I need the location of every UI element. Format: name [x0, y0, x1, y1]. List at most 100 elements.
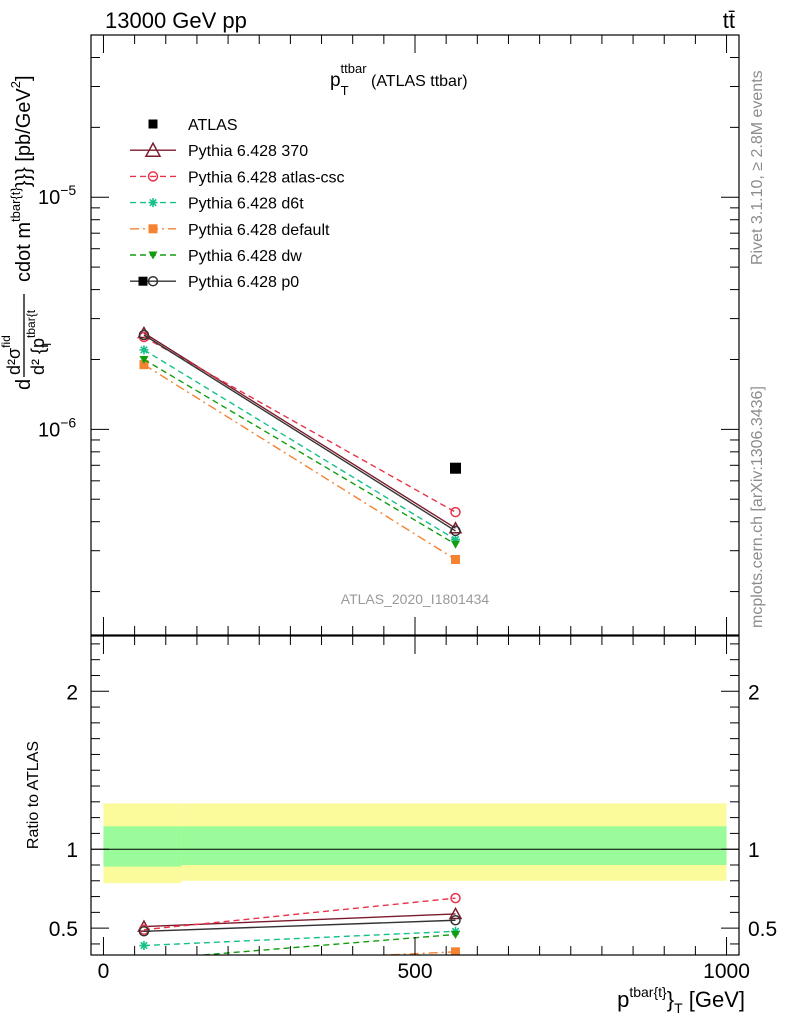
ratio-line-4	[193, 933, 456, 955]
ratio-point-0-1	[448, 906, 463, 920]
ratio-point-5-1	[450, 915, 461, 926]
x-axis-label: ptbar{t}}T [GeV]	[617, 984, 745, 1016]
ylabel-rest-2: }}} [pb/GeV	[13, 88, 35, 188]
main-series-6	[138, 329, 461, 537]
ratio-point-5-0	[138, 926, 150, 937]
ratio-point-3-1	[451, 947, 460, 955]
ratio-line-5	[143, 919, 456, 933]
ratio-line-1	[143, 897, 456, 931]
main-point-0-0	[450, 462, 461, 474]
ratio-series-5	[138, 915, 461, 937]
main-series-5	[139, 355, 460, 549]
ratio-axis-ticks: 0.5 0.5 1 1 2 2 0 500 1000	[49, 636, 777, 983]
ratio-panel: 0.5 0.5 1 1 2 2 0 500 1000 Ratio to ATLAS ptbar{…	[25, 635, 777, 1016]
title-rest: (ATLAS ttbar)	[367, 73, 468, 90]
ratio-point-2-0	[139, 941, 149, 951]
uncertainty-bands	[103, 803, 727, 884]
ylabel-den-sup: tbar{t	[24, 309, 38, 338]
legend-entry-0: ATLAS	[148, 117, 238, 134]
main-series-4	[139, 360, 460, 564]
legend-label-3: Pythia 6.428 d6t	[188, 196, 304, 213]
legend-label-1: Pythia 6.428 370	[188, 143, 308, 160]
legend-marker-4	[148, 224, 158, 234]
ratio-series-1	[138, 892, 461, 935]
legend-marker-2	[147, 171, 159, 182]
legend-marker-6-b	[147, 275, 159, 287]
main-point-4-0	[139, 360, 149, 370]
legend-entry-5: Pythia 6.428 dw	[130, 248, 302, 265]
legend: ATLAS Pythia 6.428 370 Pythia 6.428 atlas-…	[130, 117, 345, 291]
ylabel-num-sup: fid	[0, 335, 13, 348]
main-point-3-1	[451, 535, 460, 545]
legend-label-4: Pythia 6.428 default	[188, 222, 330, 239]
ylabel-den: d² {p	[28, 338, 48, 375]
ratio-ytick-label-left-0: 0.5	[49, 918, 78, 941]
main-point-6-1	[450, 525, 461, 537]
ylabel-numerator: d²σfid	[0, 335, 24, 375]
mcplots-label: mcplots.cern.ch [arXiv:1306.3436]	[749, 386, 766, 628]
ratio-line-0	[143, 913, 456, 928]
main-line-5	[143, 358, 456, 545]
ratio-point-4-0	[139, 956, 148, 964]
ratio-line-2	[143, 930, 456, 947]
ratio-y-axis-label: Ratio to ATLAS	[25, 741, 42, 849]
main-line-2	[143, 336, 456, 513]
ylabel-den-sub: T	[40, 340, 54, 348]
main-point-3-0	[139, 345, 149, 355]
ratio-ytick-label-left-2: 2	[66, 681, 78, 704]
ylabel-num: d²σ	[4, 348, 24, 375]
ratio-point-4-1	[451, 930, 460, 939]
ylabel-d: d	[13, 379, 35, 390]
legend-marker-6-a	[138, 276, 148, 286]
main-point-5-1	[451, 540, 460, 549]
ratio-point-3-0	[139, 962, 148, 971]
ylabel-unit-close: ]	[13, 75, 35, 81]
title-sup: ttbar	[341, 61, 368, 76]
main-line-3	[143, 349, 456, 541]
main-line-6	[143, 334, 456, 532]
legend-entry-4: Pythia 6.428 default	[130, 222, 330, 239]
ratio-ytick-label-right-2: 2	[748, 681, 760, 704]
main-axis-ticks: 10−5 10−6	[38, 34, 739, 635]
xlabel-unit: [GeV]	[683, 987, 745, 1012]
energy-label: 13000 GeV pp	[105, 8, 247, 33]
ylabel-denominator: d² {ptbar{tT	[24, 309, 54, 375]
main-point-6-0	[138, 329, 150, 341]
legend-marker-1	[144, 141, 162, 157]
ratio-point-1-1	[450, 892, 461, 904]
legend-label-0: ATLAS	[188, 117, 238, 134]
main-line-4	[143, 364, 456, 561]
xlabel-main: p	[617, 987, 629, 1012]
legend-entry-2: Pythia 6.428 atlas-csc	[130, 169, 345, 186]
legend-label-5: Pythia 6.428 dw	[188, 248, 302, 265]
ratio-series-3	[139, 947, 460, 971]
xlabel-sub: T	[674, 1000, 683, 1016]
ratio-ytick-label-left-1: 1	[66, 839, 78, 862]
ylabel-rest-sup: tbar{t}	[8, 187, 23, 222]
xlabel-close: }	[667, 987, 674, 1012]
xlabel-sup: tbar{t}	[629, 984, 667, 1000]
process-label: tt̄	[723, 8, 735, 33]
main-series-3	[139, 345, 460, 545]
ratio-ytick-label-right-1: 1	[748, 839, 760, 862]
main-line-1	[143, 332, 456, 529]
band-green-0	[103, 826, 182, 867]
legend-marker-5	[148, 251, 158, 260]
title-main: p	[330, 70, 341, 91]
main-ytick-label-1: 10−6	[38, 414, 76, 441]
ylabel-rest: cdot mtbar{t}}}} [pb/GeV2]	[8, 75, 35, 282]
main-point-5-0	[139, 355, 149, 364]
ratio-xtick-label-2: 1000	[703, 960, 750, 983]
legend-entry-3: Pythia 6.428 d6t	[130, 196, 304, 213]
main-point-2-1	[450, 506, 461, 518]
ylabel-rest-main: cdot m	[13, 222, 35, 282]
main-series-layer	[137, 325, 463, 564]
legend-entry-1: Pythia 6.428 370	[130, 141, 308, 160]
main-series-1	[137, 325, 463, 534]
legend-entry-6: Pythia 6.428 p0	[130, 274, 299, 291]
rivet-version-label: Rivet 3.1.10, ≥ 2.8M events	[749, 70, 766, 265]
ratio-series-layer	[137, 892, 463, 971]
ratio-frame	[90, 635, 740, 956]
main-series-0	[450, 462, 461, 474]
